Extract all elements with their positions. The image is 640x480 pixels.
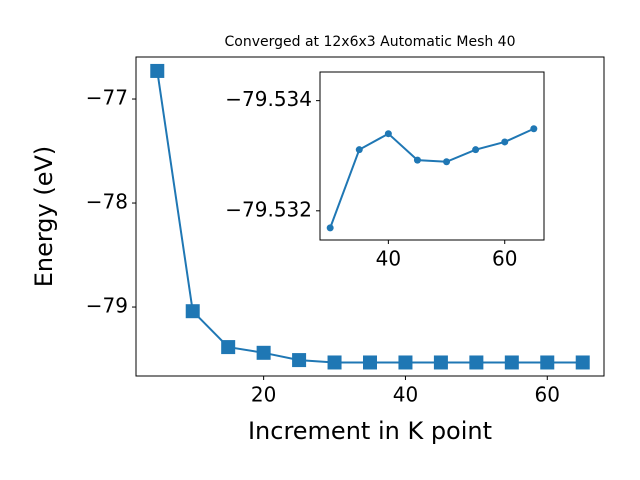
- marker: [150, 63, 165, 78]
- y-tick-label: −79: [86, 294, 128, 318]
- chart-title: Converged at 12x6x3 Automatic Mesh 40: [225, 34, 516, 50]
- marker: [469, 355, 484, 370]
- x-tick-label: 60: [492, 247, 517, 271]
- x-tick-label: 20: [251, 383, 276, 407]
- y-tick-label: −78: [86, 190, 128, 214]
- x-tick-label: 40: [376, 247, 401, 271]
- marker: [363, 355, 377, 370]
- marker: [575, 355, 590, 370]
- marker: [185, 304, 200, 319]
- marker: [256, 345, 271, 360]
- marker: [443, 158, 451, 166]
- marker: [326, 224, 334, 232]
- plot-frame: [319, 71, 545, 241]
- y-tick-label: −77: [86, 86, 128, 110]
- marker: [504, 355, 519, 370]
- x-axis-label: Increment in K point: [248, 417, 492, 445]
- marker: [540, 355, 555, 370]
- x-tick-label: 60: [535, 383, 560, 407]
- y-tick-label: −79.532: [225, 197, 312, 221]
- marker: [530, 125, 538, 133]
- marker: [398, 355, 413, 370]
- marker: [472, 146, 480, 154]
- y-tick-label: −79.534: [225, 87, 312, 111]
- marker: [433, 355, 448, 370]
- data-line: [329, 127, 535, 229]
- marker: [292, 353, 307, 368]
- marker: [355, 146, 363, 154]
- marker: [384, 130, 392, 138]
- marker: [501, 138, 509, 146]
- x-tick-label: 40: [393, 383, 418, 407]
- marker: [413, 156, 421, 164]
- y-axis-label: Energy (eV): [30, 146, 58, 288]
- marker: [327, 355, 342, 370]
- marker: [221, 340, 236, 355]
